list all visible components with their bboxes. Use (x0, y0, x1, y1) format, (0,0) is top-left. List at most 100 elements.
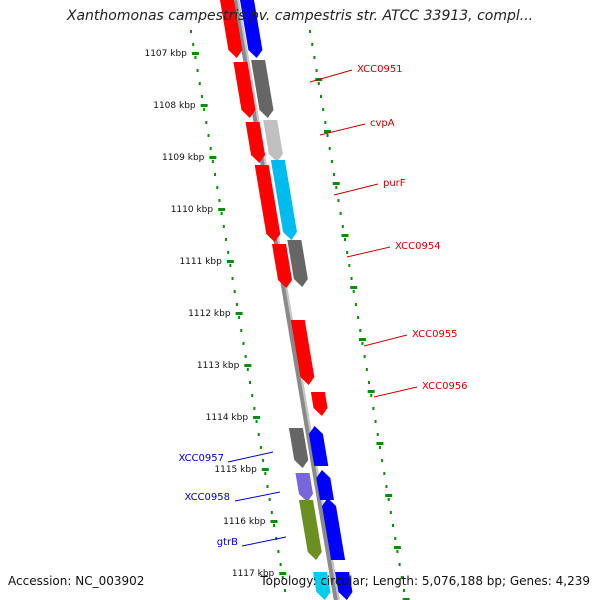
gene-label-xcc0958[interactable]: XCC0958 (184, 492, 230, 503)
scale-ring-right-dot (376, 433, 379, 436)
gene-arrow[interactable] (263, 120, 283, 162)
scale-ring-left-dot (279, 563, 282, 566)
scale-ring-right-dot (363, 355, 366, 358)
major-tick-left (191, 52, 199, 55)
map-title: Xanthomonas campestris pv. campestris st… (66, 8, 534, 24)
gene-label-leader (333, 183, 379, 196)
scale-ring-right-dot (378, 446, 381, 449)
gene-label-leader (363, 334, 408, 347)
scale-ring-left-dot (220, 212, 223, 215)
scale-ring-right-dot (389, 511, 392, 514)
gene-arrow[interactable] (251, 60, 274, 118)
scale-ring-left-dot (198, 82, 201, 85)
major-tick-right (332, 182, 340, 185)
scale-ring-left-dot (264, 472, 267, 475)
gene-arrow[interactable] (270, 160, 297, 240)
accession-text: Accession: NC_003902 (8, 574, 145, 588)
scale-ring-right-dot (398, 563, 401, 566)
scale-ring-right-dot (309, 30, 312, 33)
scale-ring-right-dot (352, 290, 355, 293)
scale-ring-left-dot (235, 303, 238, 306)
scale-ring-left-dot (259, 446, 262, 449)
scale-tick-label: 1108 kbp (153, 101, 196, 111)
gene-label-gtrb[interactable]: gtrB (217, 537, 238, 548)
gene-label-cvpa[interactable]: cvpA (370, 118, 395, 129)
scale-ring-left-dot (231, 277, 234, 280)
scale-ring-left-dot (281, 576, 284, 579)
gene-label-leader (241, 536, 287, 547)
scale-tick-label: 1112 kbp (188, 309, 231, 319)
gene-arrow[interactable] (322, 498, 346, 560)
gene-arrow[interactable] (295, 473, 313, 502)
scale-ring-right-dot (365, 368, 368, 371)
scale-ring-right-dot (357, 316, 360, 319)
gene-arrow[interactable] (287, 240, 308, 287)
major-tick-left (279, 572, 287, 575)
major-tick-left (226, 260, 234, 263)
gene-arrow[interactable] (271, 244, 293, 288)
scale-ring-left-dot (200, 95, 203, 98)
scale-tick-label: 1116 kbp (223, 517, 266, 527)
gene-arrow[interactable] (245, 122, 266, 163)
gene-label-xcc0954[interactable]: XCC0954 (395, 241, 441, 252)
scale-ring-left-dot (249, 381, 252, 384)
scale-ring-left-dot (214, 173, 217, 176)
scale-ring-left-dot (224, 238, 227, 241)
gene-arrow[interactable] (233, 62, 256, 118)
scale-tick-label: 1110 kbp (171, 205, 214, 215)
scale-ring-right-dot (396, 550, 399, 553)
scale-tick-label: 1111 kbp (179, 257, 222, 267)
scale-ring-right-dot (368, 381, 371, 384)
gene-arrow[interactable] (240, 0, 263, 58)
scale-ring-left-dot (233, 290, 236, 293)
scale-ring-right-dot (402, 589, 405, 592)
scale-ring-left-dot (277, 550, 280, 553)
major-tick-right (341, 234, 349, 237)
scale-ring-right-dot (387, 498, 390, 501)
major-tick-left (253, 416, 261, 419)
gene-arrow[interactable] (308, 426, 329, 466)
gene-label-xcc0951[interactable]: XCC0951 (357, 64, 403, 75)
scale-ring-right-dot (359, 329, 362, 332)
scale-ticks: 1107 kbp 1108 kbp 1109 kbp 1110 kbp 1111 kbp… (144, 30, 410, 600)
major-tick-right (393, 546, 401, 549)
scale-tick-label: 1107 kbp (144, 49, 187, 59)
gene-label-xcc0957[interactable]: XCC0957 (178, 453, 224, 464)
scale-ring-left-dot (246, 368, 249, 371)
gene-arrow[interactable] (316, 470, 334, 500)
major-tick-left (218, 208, 226, 211)
scale-ring-right-dot (341, 225, 344, 228)
scale-ring-left-dot (273, 524, 276, 527)
scale-ring-right-dot (337, 199, 340, 202)
major-tick-right (324, 130, 332, 133)
scale-ring-left-dot (207, 134, 210, 137)
gene-arrow[interactable] (310, 392, 328, 416)
gene-arrow[interactable] (254, 165, 281, 242)
gene-label-purf[interactable]: purF (383, 178, 406, 189)
gene-arrow[interactable] (299, 500, 322, 560)
scale-ring-left-dot (270, 511, 273, 514)
scale-tick-label: 1109 kbp (162, 153, 205, 163)
major-tick-right (367, 390, 375, 393)
major-tick-left (261, 468, 269, 471)
major-tick-right (376, 442, 384, 445)
major-tick-right (358, 338, 366, 341)
scale-ring-left-dot (253, 407, 256, 410)
scale-ring-right-dot (313, 56, 316, 59)
scale-ring-right-dot (343, 238, 346, 241)
scale-ring-left-dot (227, 251, 230, 254)
gene-arrow[interactable] (313, 572, 331, 600)
scale-tick-label: 1115 kbp (214, 465, 257, 475)
gene-label-xcc0956[interactable]: XCC0956 (422, 381, 468, 392)
gene-label-xcc0955[interactable]: XCC0955 (412, 329, 458, 340)
scale-ring-right-dot (330, 160, 333, 163)
scale-ring-right-dot (315, 69, 318, 72)
scale-ring-left-dot (218, 199, 221, 202)
scale-ring-left-dot (205, 121, 208, 124)
gene-arrow[interactable] (335, 572, 353, 600)
gene-arrow[interactable] (288, 428, 309, 468)
major-tick-left (235, 312, 243, 315)
gene-arrow[interactable] (220, 0, 243, 58)
gene-arrow[interactable] (290, 320, 315, 385)
